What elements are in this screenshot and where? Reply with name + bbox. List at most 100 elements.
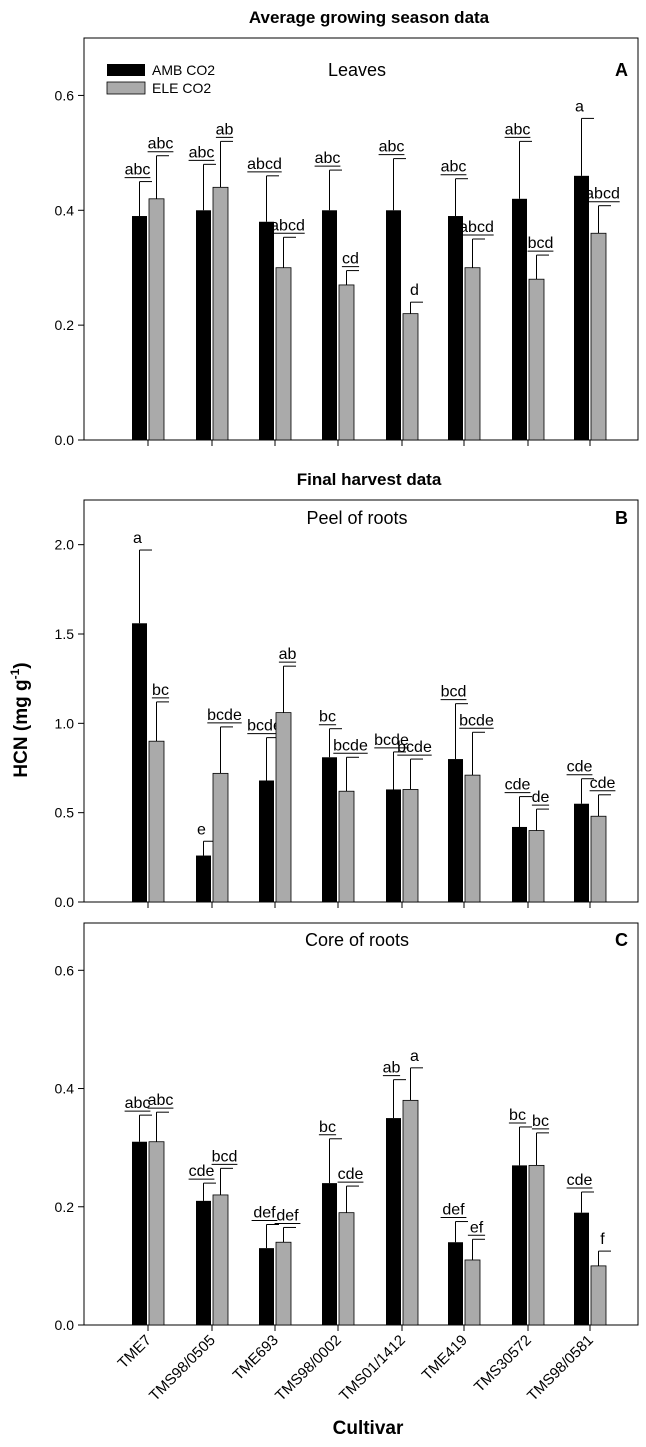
y-tick-label: 2.0 — [55, 537, 75, 553]
significance-label: cd — [342, 251, 359, 268]
significance-label: bcde — [207, 707, 242, 724]
y-tick-label: 0.2 — [55, 1199, 75, 1215]
category-label: TME7 — [115, 1332, 155, 1372]
significance-label: cde — [567, 1172, 593, 1189]
panel-subtitle: Core of roots — [305, 930, 409, 950]
category-label: TMS98/0002 — [272, 1332, 345, 1405]
bar-ele — [212, 186, 229, 441]
category-label: TMS98/0581 — [524, 1332, 597, 1405]
category-label: TMS01/1412 — [336, 1332, 409, 1405]
y-tick-label: 0.0 — [55, 432, 75, 448]
significance-label: def — [442, 1202, 465, 1219]
panel-subtitle: Leaves — [328, 60, 386, 80]
significance-label: abcd — [270, 217, 305, 234]
bar-amb — [448, 216, 463, 440]
significance-label: def — [253, 1205, 276, 1222]
bar-amb — [512, 198, 527, 440]
bar-ele — [590, 1265, 607, 1326]
significance-label: abc — [441, 159, 467, 176]
significance-label: e — [197, 821, 206, 838]
panel-letter: A — [615, 60, 628, 80]
y-tick-label: 1.5 — [55, 626, 75, 642]
y-tick-label: 0.6 — [55, 962, 75, 978]
panel-letter: C — [615, 930, 628, 950]
bar-amb — [259, 1248, 274, 1325]
significance-label: abc — [189, 144, 215, 161]
legend-swatch-amb — [107, 64, 145, 76]
significance-label: abc — [505, 121, 531, 138]
bar-amb — [259, 780, 274, 902]
significance-label: d — [410, 282, 419, 299]
significance-label: ef — [470, 1219, 484, 1236]
panel-b: Peel of roots B0.00.51.01.52.0 aebcdebcbcd… — [55, 499, 639, 910]
significance-label: bc — [509, 1107, 526, 1124]
bar-amb — [386, 210, 401, 440]
significance-label: ab — [279, 646, 297, 663]
panel-frame — [83, 922, 639, 1326]
significance-label: bcd — [528, 235, 554, 252]
significance-label: abcd — [585, 186, 620, 203]
y-tick-label: 0.4 — [55, 202, 75, 218]
significance-label: bcd — [441, 684, 467, 701]
legend: AMB CO2 ELE CO2 — [106, 62, 215, 96]
bar-amb — [132, 216, 147, 440]
bar-ele — [338, 790, 355, 903]
significance-label: abcd — [459, 219, 494, 236]
bar-ele — [402, 313, 419, 441]
significance-label: cde — [338, 1166, 364, 1183]
y-tick-label: 0.0 — [55, 894, 75, 910]
bar-ele — [275, 1241, 292, 1326]
bar-amb — [322, 757, 337, 902]
significance-label: cde — [590, 775, 616, 792]
bar-ele — [338, 284, 355, 441]
bar-ele — [590, 815, 607, 903]
category-label: TME419 — [419, 1332, 471, 1384]
significance-label: a — [133, 530, 142, 547]
significance-label: cde — [189, 1163, 215, 1180]
x-axis-title: Cultivar — [333, 1418, 404, 1439]
significance-label: bcde — [333, 737, 368, 754]
legend-label-ele: ELE CO2 — [152, 80, 211, 96]
bar-ele — [402, 1099, 419, 1326]
significance-label: bc — [532, 1113, 549, 1130]
y-tick-label: 1.0 — [55, 715, 75, 731]
significance-label: bcde — [397, 739, 432, 756]
bar-ele — [528, 1164, 545, 1326]
significance-label: abc — [125, 162, 151, 179]
category-label: TMS98/0505 — [146, 1332, 219, 1405]
bar-amb — [386, 1118, 401, 1325]
category-label: TMS30572 — [471, 1332, 535, 1396]
bar-ele — [212, 1194, 229, 1326]
significance-label: bcde — [374, 732, 409, 749]
bar-amb — [132, 1141, 147, 1325]
panel-c: Core of roots C0.00.20.40.6abccdedefbcabd… — [55, 922, 639, 1405]
significance-label: abc — [148, 136, 174, 153]
significance-label: a — [410, 1048, 419, 1065]
y-tick-label: 0.4 — [55, 1081, 75, 1097]
y-tick-label: 0.0 — [55, 1317, 75, 1333]
legend-swatch-ele — [106, 81, 146, 95]
significance-label: bcd — [212, 1148, 238, 1165]
bar-ele — [464, 1259, 481, 1326]
bar-ele — [464, 267, 481, 441]
significance-label: abc — [148, 1092, 174, 1109]
panel-frame — [83, 499, 639, 903]
y-tick-label: 0.6 — [55, 87, 75, 103]
bar-ele — [402, 789, 419, 903]
significance-label: ab — [383, 1060, 401, 1077]
bar-ele — [464, 774, 481, 903]
bar-ele — [590, 232, 607, 441]
significance-label: def — [276, 1207, 299, 1224]
bar-amb — [512, 1165, 527, 1325]
y-axis-title: HCN (mg g-1) — [8, 662, 32, 777]
significance-label: de — [532, 789, 550, 806]
bar-amb — [448, 759, 463, 902]
bar-amb — [196, 210, 211, 440]
significance-label: bcde — [247, 718, 282, 735]
significance-label: cde — [567, 759, 593, 776]
bar-amb — [386, 789, 401, 902]
significance-label: bc — [319, 709, 336, 726]
significance-label: abc — [315, 150, 341, 167]
panel-a-title: Average growing season data — [249, 8, 490, 27]
